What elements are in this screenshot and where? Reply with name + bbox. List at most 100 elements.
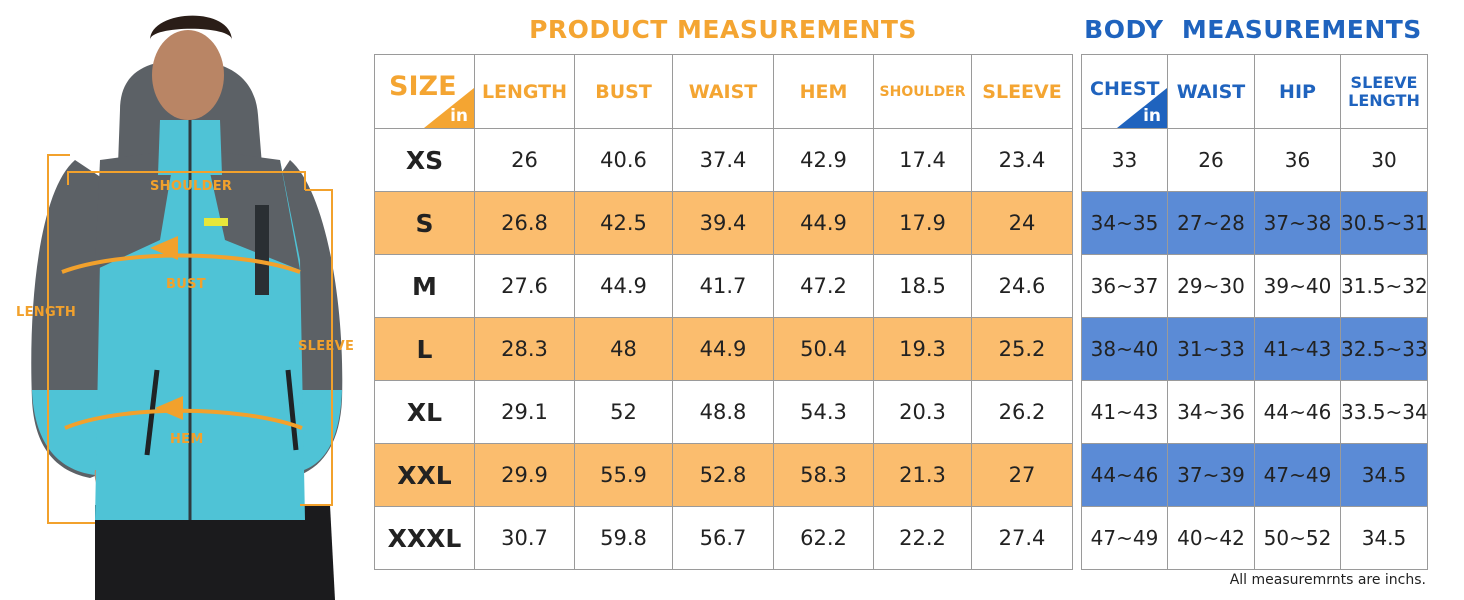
table-row: XS 26 40.6 37.4 42.9 17.4 23.4 xyxy=(374,128,1073,192)
measurement-cell: 40.6 xyxy=(574,128,673,192)
measurement-cell: 42.5 xyxy=(574,191,673,255)
measurement-cell: 26 xyxy=(474,128,575,192)
body-measurements-title: BODY MEASUREMENTS xyxy=(1084,15,1422,44)
header-sleeve-length: SLEEVE LENGTH xyxy=(1340,54,1428,129)
measurement-cell: 17.9 xyxy=(873,191,972,255)
measurement-cell: 52.8 xyxy=(672,443,774,507)
table-row: XXXL 30.7 59.8 56.7 62.2 22.2 27.4 xyxy=(374,506,1073,570)
measurement-cell: 56.7 xyxy=(672,506,774,570)
label-shoulder: SHOULDER xyxy=(150,179,233,194)
measurement-cell: 39.4 xyxy=(672,191,774,255)
measurement-cell: 42.9 xyxy=(773,128,874,192)
body-measurement-cell: 37~38 xyxy=(1254,191,1341,255)
body-measurement-cell: 34~36 xyxy=(1167,380,1255,444)
measurement-cell: 47.2 xyxy=(773,254,874,318)
body-measurement-cell: 36~37 xyxy=(1081,254,1168,318)
measurement-cell: 25.2 xyxy=(971,317,1073,381)
body-measurement-cell: 41~43 xyxy=(1081,380,1168,444)
table-row: 34~35 27~28 37~38 30.5~31 xyxy=(1081,191,1428,255)
measurement-cell: 29.1 xyxy=(474,380,575,444)
measurement-cell: 27.4 xyxy=(971,506,1073,570)
body-measurement-cell: 31.5~32 xyxy=(1340,254,1428,318)
measurement-cell: 44.9 xyxy=(672,317,774,381)
body-measurement-cell: 34.5 xyxy=(1340,443,1428,507)
measurement-cell: 58.3 xyxy=(773,443,874,507)
measurement-cell: 48 xyxy=(574,317,673,381)
size-corner-cell: SIZE in xyxy=(374,54,475,129)
table-header-row: SIZE in LENGTH BUST WAIST HEM SHOULDER S… xyxy=(374,54,1073,129)
measurement-cell: 28.3 xyxy=(474,317,575,381)
body-measurement-cell: 40~42 xyxy=(1167,506,1255,570)
measurement-cell: 44.9 xyxy=(773,191,874,255)
header-bust: BUST xyxy=(574,54,673,129)
table-row: 41~43 34~36 44~46 33.5~34 xyxy=(1081,380,1428,444)
body-measurement-cell: 32.5~33 xyxy=(1340,317,1428,381)
body-measurement-cell: 29~30 xyxy=(1167,254,1255,318)
product-measurements-table: SIZE in LENGTH BUST WAIST HEM SHOULDER S… xyxy=(374,54,1073,570)
measurement-cell: 41.7 xyxy=(672,254,774,318)
table-header-row: CHEST in WAIST HIP SLEEVE LENGTH xyxy=(1081,54,1428,129)
measurement-cell: 62.2 xyxy=(773,506,874,570)
header-sleeve-length-line2: LENGTH xyxy=(1348,90,1420,110)
product-measurements-title: PRODUCT MEASUREMENTS xyxy=(529,15,917,44)
header-hip: HIP xyxy=(1254,54,1341,129)
table-row: L 28.3 48 44.9 50.4 19.3 25.2 xyxy=(374,317,1073,381)
measurement-cell: 26.8 xyxy=(474,191,575,255)
measurement-cell: 18.5 xyxy=(873,254,972,318)
body-measurement-cell: 34.5 xyxy=(1340,506,1428,570)
body-measurement-cell: 47~49 xyxy=(1081,506,1168,570)
measurement-cell: 21.3 xyxy=(873,443,972,507)
body-measurement-cell: 44~46 xyxy=(1081,443,1168,507)
table-row: M 27.6 44.9 41.7 47.2 18.5 24.6 xyxy=(374,254,1073,318)
model-illustration: SHOULDER BUST LENGTH SLEEVE HEM xyxy=(0,0,368,600)
body-measurement-cell: 50~52 xyxy=(1254,506,1341,570)
table-row: XXL 29.9 55.9 52.8 58.3 21.3 27 xyxy=(374,443,1073,507)
body-measurement-cell: 33.5~34 xyxy=(1340,380,1428,444)
measurement-cell: 30.7 xyxy=(474,506,575,570)
header-sleeve: SLEEVE xyxy=(971,54,1073,129)
body-measurement-cell: 36 xyxy=(1254,128,1341,192)
body-measurement-cell: 41~43 xyxy=(1254,317,1341,381)
measurement-cell: 29.9 xyxy=(474,443,575,507)
body-measurement-cell: 38~40 xyxy=(1081,317,1168,381)
unit-label: in xyxy=(450,106,468,126)
chest-corner-cell: CHEST in xyxy=(1081,54,1168,129)
measurement-cell: 17.4 xyxy=(873,128,972,192)
body-measurement-cell: 31~33 xyxy=(1167,317,1255,381)
table-row: 36~37 29~30 39~40 31.5~32 xyxy=(1081,254,1428,318)
size-cell: M xyxy=(374,254,475,318)
measurement-cell: 59.8 xyxy=(574,506,673,570)
body-measurement-cell: 34~35 xyxy=(1081,191,1168,255)
body-measurement-cell: 30 xyxy=(1340,128,1428,192)
body-measurement-cell: 30.5~31 xyxy=(1340,191,1428,255)
label-sleeve: SLEEVE xyxy=(298,339,355,354)
measurement-cell: 50.4 xyxy=(773,317,874,381)
table-row: 44~46 37~39 47~49 34.5 xyxy=(1081,443,1428,507)
body-measurement-cell: 44~46 xyxy=(1254,380,1341,444)
size-cell: L xyxy=(374,317,475,381)
measurement-cell: 55.9 xyxy=(574,443,673,507)
table-row: 47~49 40~42 50~52 34.5 xyxy=(1081,506,1428,570)
table-row: 33 26 36 30 xyxy=(1081,128,1428,192)
unit-label: in xyxy=(1143,106,1161,126)
measurement-cell: 27 xyxy=(971,443,1073,507)
body-measurement-cell: 27~28 xyxy=(1167,191,1255,255)
measurement-cell: 44.9 xyxy=(574,254,673,318)
header-sleeve-length-line1: SLEEVE xyxy=(1350,72,1418,92)
size-cell: XL xyxy=(374,380,475,444)
table-row: 38~40 31~33 41~43 32.5~33 xyxy=(1081,317,1428,381)
size-cell: XXL xyxy=(374,443,475,507)
header-waist: WAIST xyxy=(672,54,774,129)
measurement-cell: 27.6 xyxy=(474,254,575,318)
label-hem: HEM xyxy=(170,432,204,447)
measurement-cell: 37.4 xyxy=(672,128,774,192)
header-hem: HEM xyxy=(773,54,874,129)
body-measurements-table: CHEST in WAIST HIP SLEEVE LENGTH 33 26 36 3… xyxy=(1081,54,1428,570)
measurement-cell: 19.3 xyxy=(873,317,972,381)
measurement-cell: 52 xyxy=(574,380,673,444)
measurement-cell: 24 xyxy=(971,191,1073,255)
table-row: XL 29.1 52 48.8 54.3 20.3 26.2 xyxy=(374,380,1073,444)
body-measurement-cell: 47~49 xyxy=(1254,443,1341,507)
measurement-cell: 23.4 xyxy=(971,128,1073,192)
measurement-cell: 20.3 xyxy=(873,380,972,444)
